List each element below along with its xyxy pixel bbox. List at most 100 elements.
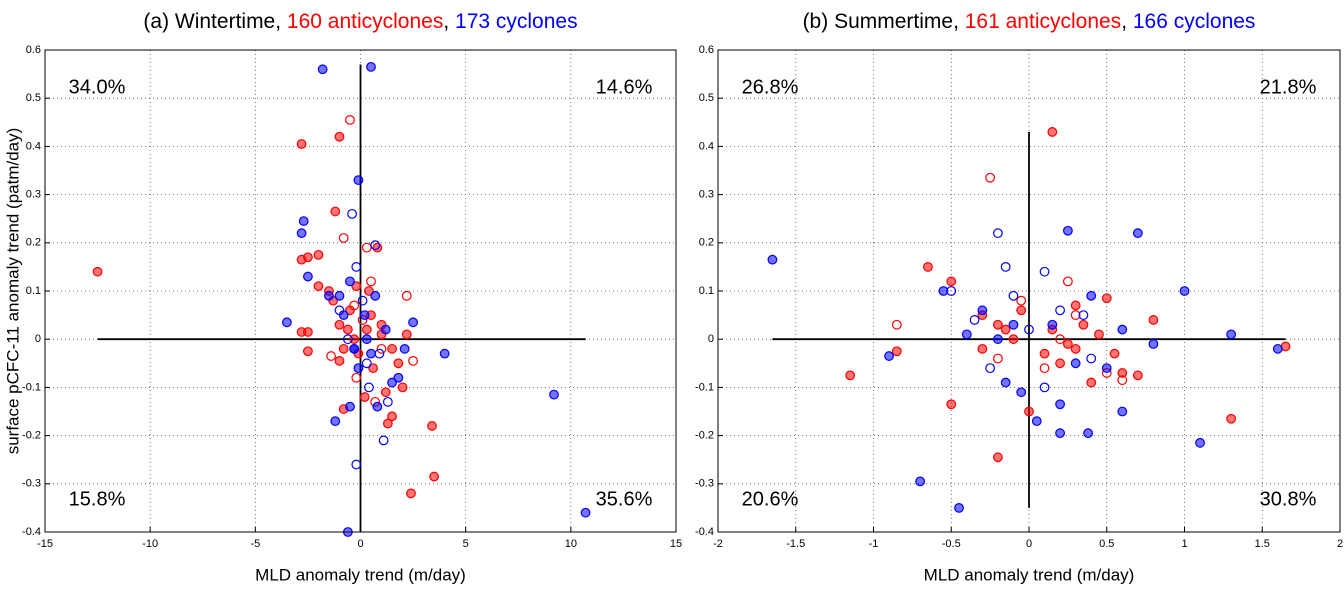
scatter-point [993, 334, 1003, 345]
quadrant-label: 30.8% [1260, 488, 1317, 510]
scatter-point [317, 64, 328, 75]
y-tick-label: -0.4 [22, 526, 41, 538]
scatter-point [401, 290, 412, 301]
scatter-point [378, 435, 389, 446]
scatter-point [1117, 368, 1128, 378]
scatter-point [334, 290, 345, 301]
title-part: (a) Wintertime, [143, 10, 287, 33]
x-tick-label: -0.5 [942, 538, 961, 550]
scatter-point [1070, 358, 1081, 369]
scatter-point [366, 61, 376, 72]
scatter-point [1047, 319, 1058, 330]
scatter-point [1070, 310, 1081, 321]
y-tick-label: 0 [708, 333, 714, 345]
y-tick-label: -0.3 [22, 478, 41, 490]
y-tick-label: -0.1 [22, 381, 41, 393]
scatter-point [387, 377, 397, 388]
scatter-point [347, 208, 357, 219]
scatter-point [1117, 375, 1128, 386]
x-tick-label: -1.5 [786, 538, 805, 550]
scatter-point [349, 343, 360, 354]
scatter-point [1226, 329, 1237, 340]
y-tick-label: 0.1 [699, 285, 714, 297]
scatter-point [977, 305, 988, 316]
x-tick-label: 0 [1026, 538, 1032, 550]
scatter-point [1039, 348, 1050, 359]
y-tick-label: 0.2 [26, 237, 41, 249]
scatter-point [380, 387, 391, 398]
scatter-point [359, 310, 370, 321]
scatter-point [1272, 343, 1283, 354]
scatter-point [1109, 348, 1120, 359]
scatter-point [296, 254, 307, 265]
y-tick-label: 0.6 [26, 44, 41, 56]
scatter-point [361, 242, 372, 253]
scatter-point [1117, 324, 1128, 335]
scatter-point [345, 114, 355, 125]
scatter-point [401, 329, 412, 340]
title-part: (b) Summertime, [803, 10, 965, 33]
title-part: 166 cyclones [1133, 10, 1256, 33]
scatter-point [303, 346, 313, 357]
quadrant-label: 15.8% [69, 488, 126, 510]
scatter-point [92, 266, 103, 277]
scatter-point [1148, 339, 1159, 349]
scatter-point [366, 348, 376, 359]
y-tick-label: 0.3 [699, 189, 714, 201]
scatter-point [985, 172, 996, 183]
quadrant-label: 14.6% [596, 76, 653, 98]
scatter-point [993, 228, 1003, 239]
scatter-point [334, 131, 345, 142]
scatter-point [334, 305, 345, 316]
scatter-point [1024, 324, 1034, 335]
scatter-point [393, 372, 404, 383]
scatter-point [370, 290, 381, 301]
scatter-point [326, 351, 336, 361]
scatter-point [427, 421, 437, 431]
quadrant-label: 34.0% [69, 76, 126, 98]
scatter-point [342, 334, 353, 345]
scatter-point [364, 382, 374, 393]
scatter-point [1008, 319, 1019, 330]
scatter-point [954, 503, 964, 513]
y-axis-label: surface pCFC-11 anomaly trend (patm/day) [3, 128, 22, 455]
x-tick-label: 15 [670, 538, 682, 550]
scatter-point [387, 411, 397, 422]
scatter-point [1008, 290, 1019, 301]
scatter-point [393, 358, 404, 369]
x-tick-label: 0 [357, 538, 363, 550]
x-tick-label: 0.5 [1099, 538, 1114, 550]
scatter-point [370, 240, 381, 251]
scatter-point [1000, 324, 1011, 335]
scatter-point [1083, 428, 1093, 439]
scatter-point [342, 324, 353, 335]
plot-frame [717, 49, 1341, 533]
quadrant-label: 26.8% [742, 76, 799, 98]
scatter-point [406, 488, 416, 499]
scatter-point [884, 351, 894, 361]
scatter-point [1031, 416, 1042, 427]
scatter-point [1008, 334, 1019, 345]
scatter-point [1086, 290, 1097, 301]
scatter-point [1055, 305, 1065, 316]
scatter-point [374, 348, 385, 359]
scatter-point [351, 281, 362, 292]
x-tick-label: 1.5 [1255, 538, 1270, 550]
plot-frame [44, 49, 677, 533]
x-tick-label: -5 [250, 538, 260, 550]
scatter-point [961, 329, 972, 340]
title-part: 161 anticyclones [965, 10, 1121, 33]
scatter-point [361, 358, 372, 369]
scatter-point [1195, 437, 1205, 448]
panel: -0.4 -0.3 -0.2 -0.1 0 0.1 0.2 0.3 0.4 0.5 0.6 -2 -1.… [695, 10, 1343, 585]
scatter-point [1148, 315, 1159, 325]
scatter-point [334, 355, 345, 366]
scatter-point [1016, 387, 1027, 398]
scatter-point [891, 346, 902, 357]
scatter-point [357, 295, 368, 306]
scatter-point [969, 315, 980, 325]
scatter-point [351, 372, 362, 383]
scatter-point [361, 324, 372, 335]
scatter-point [313, 281, 324, 292]
scatter-point [580, 507, 591, 518]
